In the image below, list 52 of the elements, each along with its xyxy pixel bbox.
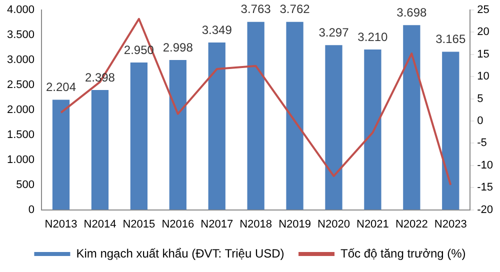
bar [169, 60, 186, 210]
y2-tick-label: 5 [477, 92, 484, 105]
x-tick-label: N2016 [162, 218, 194, 230]
legend-label: Kim ngạch xuất khẩu (ĐVT: Triệu USD) [76, 246, 284, 260]
data-label: 3.762 [280, 2, 310, 16]
data-label: 2.998 [162, 40, 194, 54]
x-tick-label: N2019 [278, 218, 311, 230]
x-tick-label: N2013 [44, 218, 78, 230]
bar [403, 25, 420, 210]
y2-tick-label: 20 [477, 26, 490, 38]
data-label: 3.763 [240, 2, 272, 16]
x-tick-label: N2015 [122, 218, 156, 230]
y-tick-label: 2.500 [6, 78, 35, 91]
y-tick-label: 4.000 [6, 4, 35, 16]
y2-tick-label: -10 [477, 159, 494, 172]
data-label: 3.698 [396, 5, 427, 20]
data-label: 3.165 [436, 32, 466, 46]
y2-tick-label: -20 [477, 204, 494, 216]
x-tick-label: N2014 [84, 218, 116, 230]
x-tick-label: N2022 [395, 218, 428, 230]
x-tick-label: N2017 [200, 218, 234, 230]
bar [130, 62, 148, 210]
bar [364, 49, 382, 210]
data-label: 3.210 [358, 30, 388, 44]
x-tick-label: N2023 [434, 218, 467, 230]
y-tick-label: 3.000 [6, 54, 35, 66]
data-label: 3.349 [202, 22, 232, 37]
y-tick-label: 500 [16, 178, 35, 191]
y2-tick-label: 10 [477, 70, 490, 83]
y2-tick-label: -5 [477, 137, 487, 150]
bar [247, 22, 264, 210]
bar [208, 42, 226, 210]
y2-tick-label: 15 [477, 48, 490, 60]
bar [91, 90, 109, 210]
bar [52, 100, 70, 210]
y2-tick-label: 25 [477, 4, 490, 16]
y2-tick-label: 0 [477, 115, 484, 128]
data-label: 3.297 [318, 25, 350, 40]
y-tick-label: 1.500 [6, 128, 35, 141]
bar [442, 52, 460, 210]
y-tick-label: 2.000 [6, 104, 35, 116]
y2-tick-label: -15 [477, 182, 494, 194]
y-tick-label: 1.000 [6, 154, 35, 166]
y-tick-label: 3.500 [6, 29, 35, 42]
legend-label: Tốc độ tăng trưởng (%) [340, 246, 466, 260]
bar [286, 22, 304, 210]
x-tick-label: N2018 [240, 218, 272, 230]
y-tick-label: 0 [28, 204, 35, 216]
x-tick-label: N2020 [318, 218, 350, 230]
bar [325, 45, 342, 210]
x-tick-label: N2021 [356, 218, 389, 230]
data-label: 2.204 [46, 80, 76, 94]
